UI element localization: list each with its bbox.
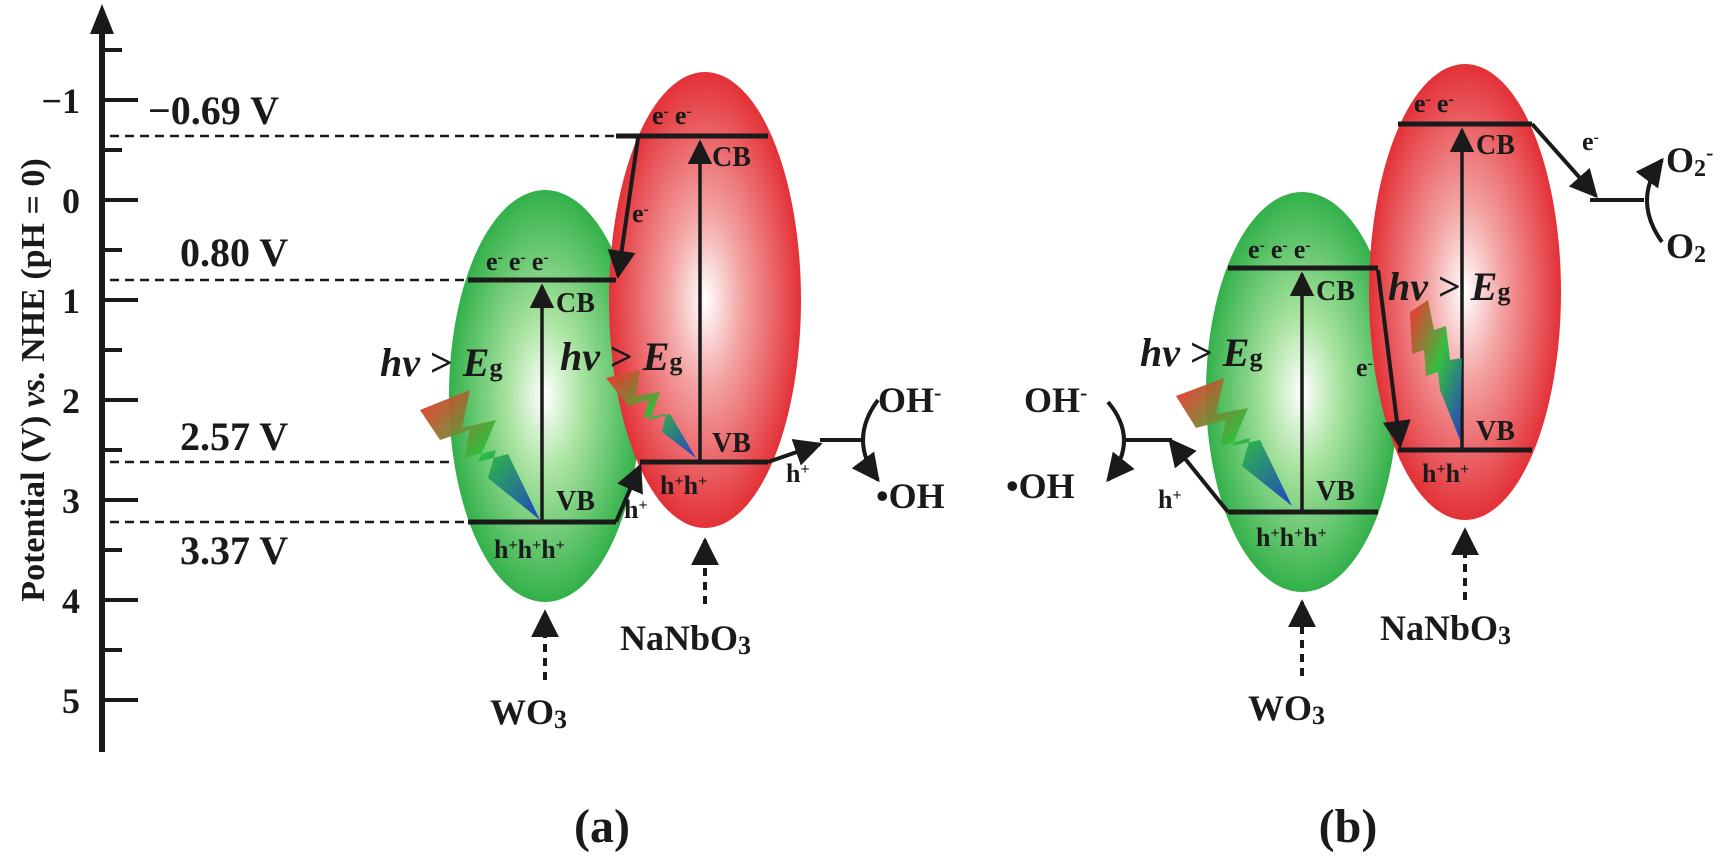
tick-label: 1 bbox=[62, 281, 80, 321]
oh-conversion-curve bbox=[851, 398, 880, 483]
wo3-electrons: e-e-e- bbox=[486, 247, 549, 276]
wo3-holes: h+h+h+ bbox=[494, 535, 565, 564]
electron-transfer-label: e- bbox=[632, 199, 649, 228]
nanbo3-vb-label: VB bbox=[712, 428, 751, 459]
nanbo3-electrons: e-e- bbox=[652, 101, 692, 130]
o2-label: O2 bbox=[1666, 226, 1706, 268]
axis-title: Potential (V) vs. NHE (pH = 0) bbox=[15, 158, 52, 601]
tick-label: 4 bbox=[62, 581, 80, 621]
o2-conversion-curve bbox=[1635, 157, 1664, 244]
level-label-nanbo3-vb: 2.57 V bbox=[180, 414, 288, 459]
axis-ticks bbox=[102, 48, 138, 702]
oh-minus-label-b: OH- bbox=[1024, 380, 1087, 421]
nanbo3-label-b: NaNbO3 bbox=[1380, 608, 1511, 650]
electron-reduction-arrow bbox=[1530, 122, 1598, 199]
wo3-cb-label: CB bbox=[556, 288, 595, 319]
oh-radical-label-b: •OH bbox=[1006, 466, 1075, 506]
nanbo3-cb-label: CB bbox=[1476, 130, 1515, 161]
nanbo3-ellipse bbox=[1369, 64, 1561, 520]
electron-transfer-arrow bbox=[607, 137, 640, 279]
electron-transfer-label: e- bbox=[1356, 353, 1373, 382]
hole-transfer-label: h+ bbox=[624, 495, 648, 524]
hole-oxidation-label: h+ bbox=[1158, 485, 1182, 514]
wo3-electrons: e-e-e- bbox=[1248, 235, 1311, 264]
panel-a: −0.69 V 0.80 V 2.57 V 3.37 V e-e-e- CB V… bbox=[110, 72, 945, 853]
hole-transfer-arrow bbox=[614, 463, 643, 523]
nanbo3-ellipse bbox=[609, 72, 801, 528]
oh-minus-label-a: OH- bbox=[878, 380, 941, 421]
panel-b-label: (b) bbox=[1319, 800, 1378, 853]
nanbo3-holes: h+h+ bbox=[660, 471, 707, 500]
hole-oxidation-arrow bbox=[767, 439, 823, 466]
light-bolt-icon bbox=[606, 370, 696, 458]
oh-conversion-curve bbox=[1106, 400, 1135, 483]
panel-a-label: (a) bbox=[574, 800, 630, 853]
wo3-label-a: WO3 bbox=[490, 692, 567, 734]
nanbo3-electrons: e-e- bbox=[1414, 89, 1454, 118]
wo3-vb-label: VB bbox=[1316, 476, 1355, 507]
axis-arrowhead bbox=[90, 4, 114, 34]
nanbo3-eg-label: hv > Eg bbox=[560, 334, 682, 379]
level-label-nanbo3-cb: −0.69 V bbox=[148, 88, 279, 133]
nanbo3-eg-label: hv > Eg bbox=[1388, 264, 1510, 309]
level-label-wo3-vb: 3.37 V bbox=[180, 528, 288, 573]
wo3-eg-label: hv > Eg bbox=[1140, 330, 1262, 375]
wo3-eg-label: hv > Eg bbox=[380, 340, 502, 385]
tick-label: 0 bbox=[62, 181, 80, 221]
tick-label: 5 bbox=[62, 681, 80, 721]
electron-transfer-arrow bbox=[1376, 269, 1411, 449]
wo3-label-b: WO3 bbox=[1248, 688, 1325, 730]
panel-b: e-e-e- CB VB h+h+h+ e-e- CB VB h+h+ e- e… bbox=[1006, 64, 1713, 853]
hole-oxidation-arrow bbox=[1168, 437, 1230, 514]
wo3-ellipse bbox=[449, 190, 641, 602]
wo3-vb-label: VB bbox=[556, 486, 595, 517]
light-bolt-icon bbox=[420, 390, 540, 520]
tick-label: 2 bbox=[62, 381, 80, 421]
tick-label: 3 bbox=[62, 481, 80, 521]
hole-oxidation-label: h+ bbox=[786, 459, 810, 488]
o2-minus-label: O2- bbox=[1666, 140, 1713, 183]
wo3-holes: h+h+h+ bbox=[1256, 523, 1327, 552]
nanbo3-label-a: NaNbO3 bbox=[620, 618, 751, 660]
nanbo3-holes: h+h+ bbox=[1422, 459, 1469, 488]
nanbo3-cb-label: CB bbox=[712, 142, 751, 173]
light-bolt-icon bbox=[1176, 378, 1292, 506]
level-label-wo3-cb: 0.80 V bbox=[180, 230, 288, 275]
tick-label: −1 bbox=[41, 81, 80, 121]
nanbo3-vb-label: VB bbox=[1476, 416, 1515, 447]
wo3-cb-label: CB bbox=[1316, 276, 1355, 307]
oh-radical-label-a: •OH bbox=[876, 476, 945, 516]
electron-reduction-label: e- bbox=[1582, 127, 1599, 156]
light-bolt-icon bbox=[1410, 300, 1462, 440]
potential-axis: −1 0 1 2 3 4 5 Potential (V) vs. NHE (pH… bbox=[15, 4, 138, 752]
